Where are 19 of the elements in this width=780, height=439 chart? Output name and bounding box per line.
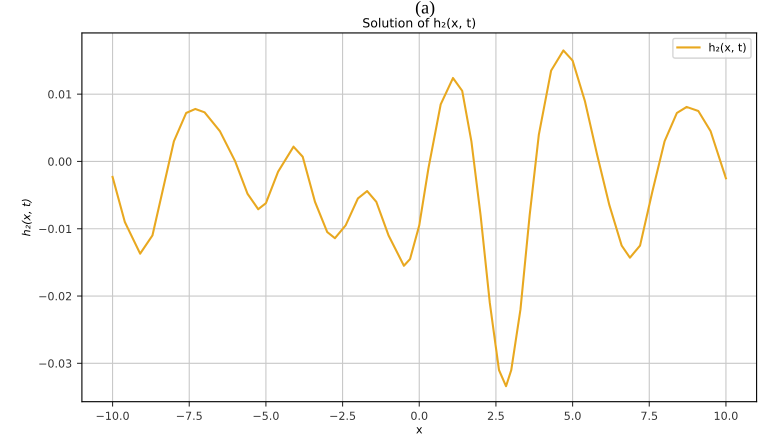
- y-tick-label: −0.02: [39, 292, 72, 300]
- x-tick-label: −5.0: [254, 412, 279, 420]
- x-axis-title: x: [416, 427, 422, 434]
- x-tick-label: 7.5: [641, 412, 658, 420]
- x-tick-label: −10.0: [96, 412, 129, 420]
- x-tick-label: 10.0: [714, 412, 738, 420]
- y-tick-label: 0.01: [48, 90, 72, 99]
- x-tick-label: −7.5: [176, 412, 202, 420]
- x-tick-label: 0.0: [411, 412, 428, 420]
- x-tick-label: −2.5: [330, 412, 356, 420]
- legend-label: h₂(x, t): [709, 42, 746, 53]
- y-tick-label: −0.01: [39, 224, 72, 234]
- text: (a): [416, 0, 434, 18]
- y-tick-label: 0.00: [48, 157, 72, 166]
- x-tick-label: 5.0: [564, 412, 581, 420]
- x-tick-label: 2.5: [488, 412, 504, 420]
- y-axis-title: h₂(x, t): [22, 199, 32, 236]
- y-tick-label: −0.03: [39, 359, 72, 368]
- chart-title: Solution of h₂(x, t): [363, 18, 476, 30]
